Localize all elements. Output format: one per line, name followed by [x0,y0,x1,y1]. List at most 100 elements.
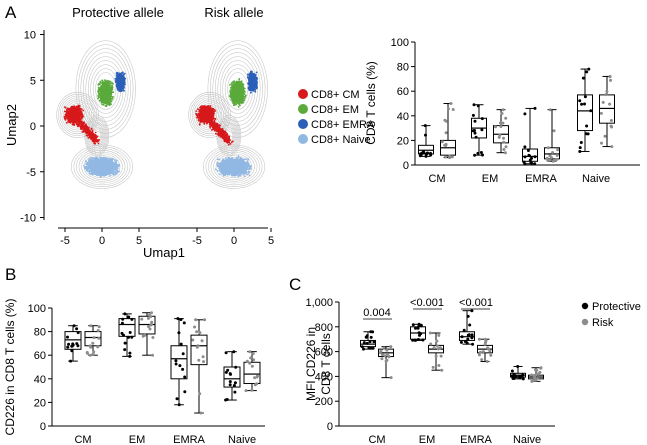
umap-cell-point [64,106,66,109]
umap-cell-point [89,131,92,134]
umap-cell-point [109,87,112,90]
umap-cell-point [99,87,101,89]
umap-x-tick-label: 0 [231,235,237,247]
umap-cell-point [104,90,107,92]
umap-cell-point [91,138,94,141]
umap-cell-point [101,98,104,100]
umap-cell-point [120,89,123,92]
umap-cell-point [106,101,108,104]
umap-cluster-cdcm [63,104,100,145]
umap-cell-point [117,76,120,79]
umap-cell-point [80,108,83,110]
umap-cell-point [111,98,114,100]
umap-cell-point [99,156,101,159]
umap-cell-point [102,85,105,87]
umap-x-tick-label: -5 [192,235,202,247]
umap-cell-point [122,89,125,91]
umap-cell-point [79,112,81,115]
umap-cell-point [80,122,82,125]
umap-cell-point [101,100,104,102]
density-contour-line [80,48,131,130]
umap-cell-point [67,107,69,110]
umap-cell-point [71,108,73,111]
umap-cell-point [81,131,84,133]
umap-cell-point [69,119,71,122]
umap-axes [43,30,268,229]
umap-cell-point [79,110,82,113]
umap-cell-point [110,89,113,91]
umap-cell-point [118,83,120,85]
umap-cell-point [63,115,66,118]
umap-y-tick-label: -5 [26,167,36,179]
umap-cell-point [75,115,78,118]
umap-density-contours [56,40,136,189]
density-contour-line [83,153,121,180]
umap-cell-point [97,84,100,86]
umap-cell-point [94,131,97,134]
umap-cell-point [108,89,111,91]
umap-cell-point [83,128,85,131]
umap-cell-point [120,87,122,90]
umap-cell-point [68,109,70,111]
umap-cell-point [123,72,126,75]
umap-cell-point [84,130,87,133]
umap-cell-point [74,116,77,119]
umap-cell-point [109,101,111,104]
umap-cell-point [105,85,108,87]
umap-cell-point [80,128,83,131]
umap-cell-point [99,80,102,83]
umap-cell-point [90,128,93,130]
umap-cell-point [75,106,78,109]
umap-cell-point [98,83,101,86]
umap-y-tick-label: 5 [30,75,36,87]
umap-cell-point [86,130,88,133]
umap-cell-point [87,132,90,134]
umap-title-risk: Risk allele [204,5,263,20]
umap-cell-point [97,97,99,100]
umap-cell-point [101,91,104,93]
density-contour-line [63,99,92,131]
density-contour-line [56,92,99,138]
umap-cell-point [87,137,90,139]
umap-cell-point [121,80,123,83]
umap-cell-point [117,80,119,83]
umap-cell-point [123,76,126,79]
umap-cell-point [120,83,123,85]
umap-cell-point [105,87,108,89]
umap-cell-point [82,125,85,128]
umap-cell-point [112,91,114,94]
umap-x-ticks: -5 0 5 -5 0 5 [60,228,274,247]
umap-x-label: Umap1 [143,245,185,260]
umap-cell-point [108,80,110,82]
umap-cell-point [103,94,106,96]
umap-cell-point [80,117,83,120]
umap-cell-point [77,120,80,123]
density-contour-line [58,93,98,136]
umap-cell-point [91,129,94,132]
umap-cell-point [97,92,100,95]
umap-cell-point [96,135,99,138]
density-contour-line [76,148,128,186]
umap-cell-point [67,120,69,123]
umap-cell-point [68,113,71,116]
umap-cell-point [105,104,108,107]
umap-cell-point [100,85,102,88]
umap-cell-point [88,158,91,160]
umap-cell-point [77,107,79,109]
umap-cell-point [107,98,110,101]
umap-cell-point [111,84,113,87]
umap-cell-point [108,90,111,93]
umap-cell-point [119,84,122,87]
umap-cluster-cdnaive [83,156,121,178]
umap-cell-point [82,123,85,125]
density-contour-line [73,146,131,187]
umap-cell-point [94,137,97,140]
umap-cell-point [63,110,66,113]
umap-cell-point [73,123,75,126]
density-contour-line [84,115,110,157]
umap-cell-point [97,158,99,161]
umap-cell-point [119,76,122,79]
umap-cell-point [104,83,107,86]
